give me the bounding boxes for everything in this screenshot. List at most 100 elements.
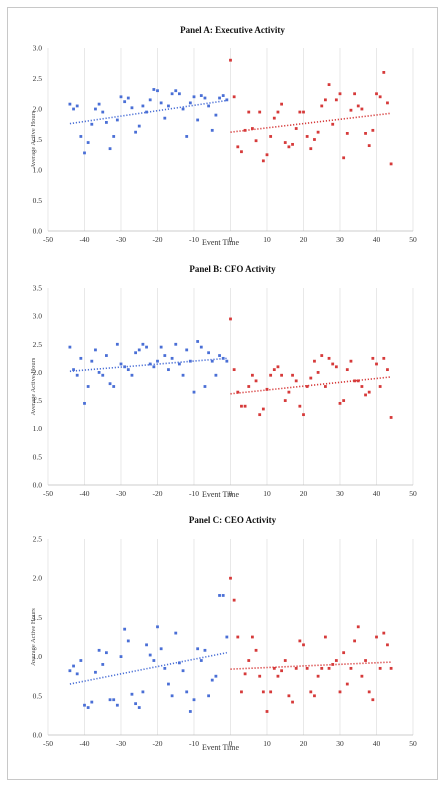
data-point (199, 659, 203, 662)
y-tick-label: 1.0 (33, 166, 43, 175)
data-point (353, 92, 356, 96)
data-point (240, 404, 243, 408)
data-point (371, 698, 375, 702)
y-tick-label: 2.5 (33, 535, 43, 544)
data-point (356, 379, 360, 383)
data-point (334, 98, 338, 102)
data-point (360, 385, 364, 388)
data-point (247, 659, 251, 662)
y-tick-label: 1.5 (33, 135, 43, 144)
x-tick-label: -20 (153, 739, 163, 748)
panel-title: Panel C: CEO Activity (189, 515, 277, 525)
data-point (167, 682, 170, 686)
data-point (302, 413, 305, 417)
data-point (68, 102, 72, 106)
trend-line (230, 661, 392, 670)
x-tick-label: 20 (300, 739, 308, 748)
x-axis-label: Event Time (202, 743, 240, 752)
x-tick-label: 40 (373, 489, 381, 498)
data-point (83, 401, 86, 405)
data-point (174, 631, 178, 635)
data-point (283, 141, 287, 144)
data-point (360, 107, 364, 111)
data-point (327, 356, 331, 360)
data-point (97, 648, 101, 652)
data-point (221, 94, 225, 97)
data-point (156, 89, 159, 93)
data-point (152, 659, 156, 662)
data-point (378, 385, 382, 388)
trend-line (230, 376, 392, 395)
x-tick-label: -10 (189, 235, 199, 244)
data-point (320, 666, 324, 670)
data-point (371, 128, 375, 132)
data-point (207, 351, 210, 355)
data-point (90, 700, 94, 704)
data-point (229, 317, 232, 321)
data-point (123, 627, 127, 631)
data-point (181, 107, 185, 111)
data-point (247, 110, 251, 114)
data-point (188, 710, 192, 713)
data-point (291, 700, 294, 704)
y-tick-label: 1.0 (33, 652, 43, 661)
data-point (108, 147, 112, 151)
data-point (145, 110, 148, 114)
data-point (367, 690, 371, 694)
x-tick-label: 50 (409, 739, 417, 748)
data-point (251, 127, 254, 130)
data-point (338, 92, 342, 96)
data-point (126, 639, 130, 643)
data-point (272, 368, 276, 372)
data-point (283, 659, 287, 662)
data-point (112, 698, 116, 702)
data-point (353, 639, 356, 643)
y-tick-label: 3.0 (33, 44, 43, 53)
x-tick-label: -50 (43, 235, 53, 244)
data-point (225, 359, 229, 363)
data-point (338, 690, 342, 694)
data-point (148, 653, 152, 657)
data-point (316, 674, 320, 678)
y-tick-label: 2.5 (33, 74, 43, 83)
data-point (316, 371, 320, 374)
data-point (86, 141, 90, 144)
data-point (232, 598, 236, 602)
data-point (309, 147, 313, 151)
data-point (137, 348, 141, 352)
data-point (130, 106, 134, 110)
data-point (261, 159, 265, 163)
data-point (203, 648, 207, 652)
data-point (236, 635, 240, 639)
x-tick-label: -30 (116, 739, 126, 748)
data-point (101, 110, 105, 114)
data-point (294, 666, 298, 670)
data-point (236, 145, 240, 149)
data-point (261, 690, 265, 694)
y-tick-label: 2.5 (33, 340, 43, 349)
data-point (112, 135, 116, 138)
y-tick-label: 0.0 (33, 731, 43, 740)
data-point (334, 365, 338, 369)
data-point (240, 150, 243, 154)
trend-line (230, 112, 392, 133)
data-point (287, 694, 291, 698)
data-point (174, 342, 178, 346)
data-point (345, 368, 349, 372)
data-point (72, 664, 75, 668)
data-point (313, 138, 316, 141)
data-point (334, 659, 338, 662)
data-point (269, 135, 273, 138)
data-point (196, 647, 200, 651)
data-point (196, 118, 200, 122)
data-point (386, 368, 389, 372)
x-tick-label: -30 (116, 489, 126, 498)
y-axis-label: Average Active Hours (30, 110, 37, 168)
data-point (229, 58, 232, 62)
x-tick-label: 10 (263, 489, 271, 498)
data-point (276, 674, 280, 678)
y-tick-label: 2.0 (33, 368, 43, 377)
data-point (320, 104, 324, 108)
data-point (269, 373, 273, 377)
data-point (298, 639, 302, 643)
